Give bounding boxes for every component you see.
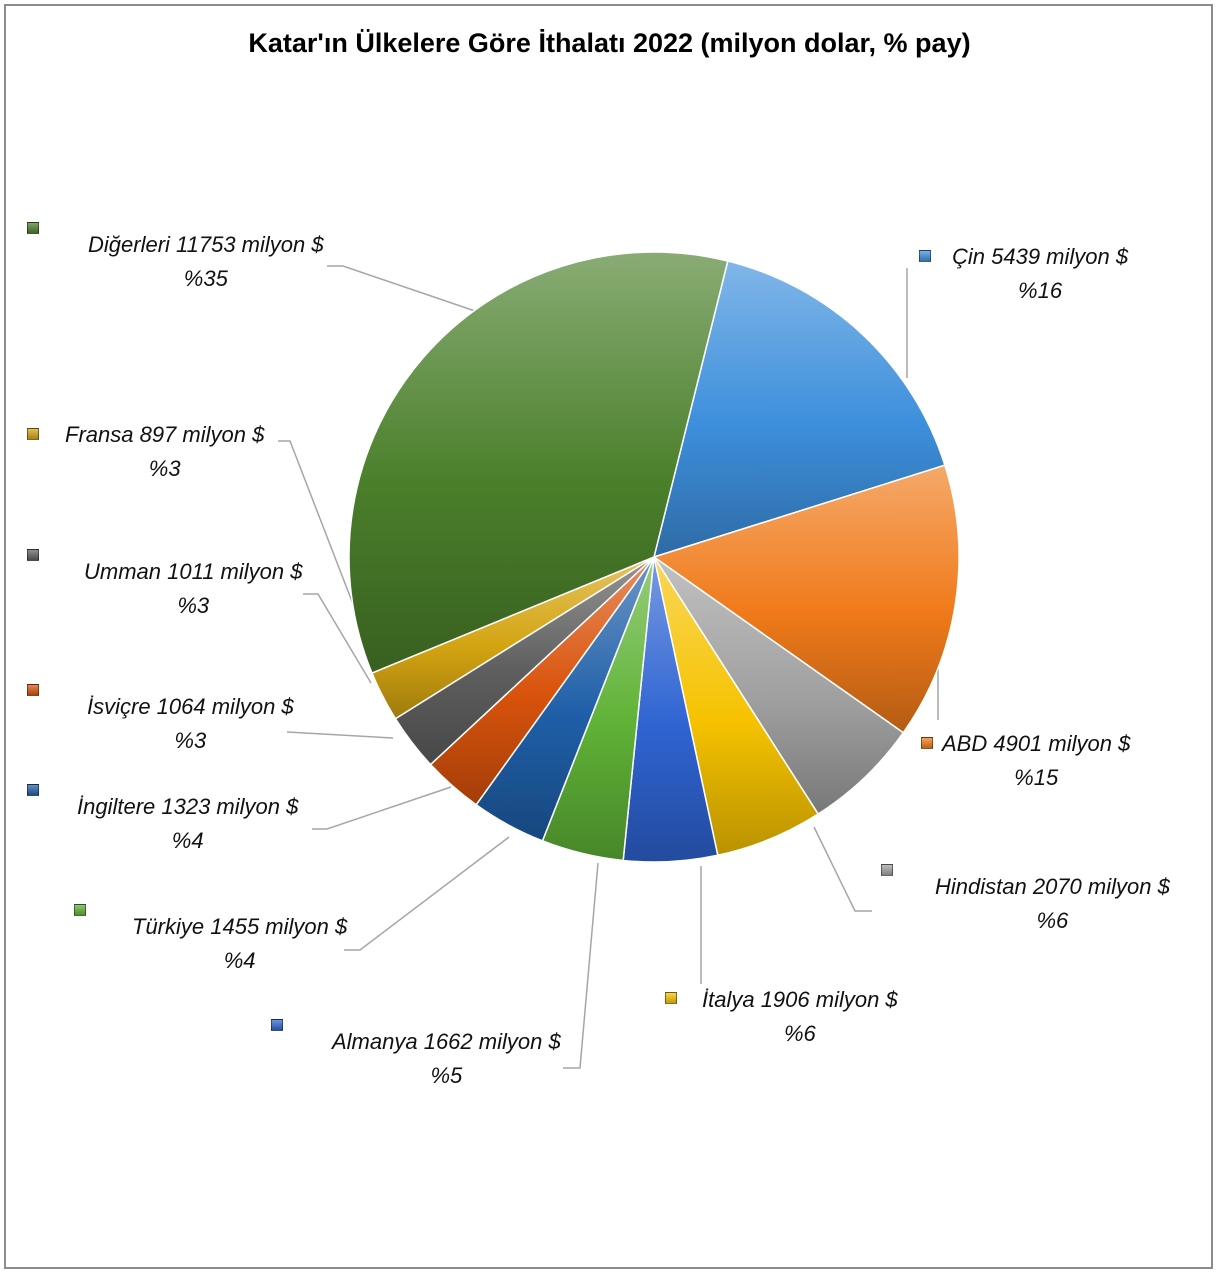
data-label-isvicre: İsviçre 1064 milyon $ %3 bbox=[87, 690, 294, 758]
legend-key-abd bbox=[921, 737, 933, 749]
leader-line-ingiltere bbox=[312, 786, 452, 830]
data-label-value: Umman 1011 milyon $ bbox=[84, 559, 303, 584]
data-label-value: Fransa 897 milyon $ bbox=[65, 422, 265, 447]
data-label-value: ABD 4901 milyon $ bbox=[942, 731, 1131, 756]
data-label-umman: Umman 1011 milyon $ %3 bbox=[84, 555, 302, 623]
data-label-percent: %3 bbox=[174, 728, 207, 753]
leader-line-isvicre bbox=[286, 731, 394, 739]
pie-slice-digerleri bbox=[348, 251, 729, 675]
legend-key-umman bbox=[27, 549, 39, 561]
data-label-value: Türkiye 1455 milyon $ bbox=[132, 914, 348, 939]
data-label-value: Hindistan 2070 milyon $ bbox=[935, 874, 1170, 899]
data-label-value: Diğerleri 11753 milyon $ bbox=[88, 232, 324, 257]
data-label-cin: Çin 5439 milyon $ %16 bbox=[952, 240, 1128, 308]
data-label-value: İtalya 1906 milyon $ bbox=[702, 987, 898, 1012]
data-label-digerleri: Diğerleri 11753 milyon $ %35 bbox=[88, 228, 324, 296]
leader-line-turkiye bbox=[344, 836, 510, 951]
data-label-percent: %35 bbox=[183, 266, 228, 291]
data-label-value: Almanya 1662 milyon $ bbox=[332, 1029, 561, 1054]
data-label-value: İngiltere 1323 milyon $ bbox=[77, 794, 299, 819]
data-label-percent: %4 bbox=[223, 948, 256, 973]
data-label-italya: İtalya 1906 milyon $ %6 bbox=[702, 983, 898, 1051]
leader-line-digerleri bbox=[327, 265, 476, 312]
legend-key-italya bbox=[665, 992, 677, 1004]
pie-slice-cin bbox=[652, 260, 946, 559]
data-label-abd: ABD 4901 milyon $ %15 bbox=[942, 727, 1130, 795]
pie-slice-hindistan bbox=[653, 556, 905, 816]
legend-key-cin bbox=[919, 250, 931, 262]
legend-key-hindistan bbox=[881, 864, 893, 876]
data-label-turkiye: Türkiye 1455 milyon $ %4 bbox=[132, 910, 347, 978]
legend-key-ingiltere bbox=[27, 784, 39, 796]
legend-key-turkiye bbox=[74, 904, 86, 916]
legend-key-digerleri bbox=[27, 222, 39, 234]
data-label-percent: %3 bbox=[148, 456, 181, 481]
data-label-almanya: Almanya 1662 milyon $ %5 bbox=[332, 1025, 561, 1093]
leader-line-fransa bbox=[278, 440, 359, 618]
data-label-value: Çin 5439 milyon $ bbox=[952, 244, 1129, 269]
data-label-percent: %6 bbox=[1036, 908, 1069, 933]
legend-key-almanya bbox=[271, 1019, 283, 1031]
data-label-hindistan: Hindistan 2070 milyon $ %6 bbox=[935, 870, 1170, 938]
data-label-value: İsviçre 1064 milyon $ bbox=[87, 694, 294, 719]
data-label-percent: %4 bbox=[171, 828, 204, 853]
data-label-percent: %6 bbox=[783, 1021, 816, 1046]
data-label-percent: %15 bbox=[1014, 765, 1059, 790]
data-label-percent: %3 bbox=[177, 593, 210, 618]
leader-line-hindistan bbox=[813, 826, 872, 912]
leader-line-almanya bbox=[563, 862, 599, 1069]
pie-slice-abd bbox=[652, 464, 960, 734]
chart-title: Katar'ın Ülkelere Göre İthalatı 2022 (mi… bbox=[248, 28, 971, 58]
legend-key-fransa bbox=[27, 428, 39, 440]
data-label-ingiltere: İngiltere 1323 milyon $ %4 bbox=[77, 790, 298, 858]
leader-line-umman bbox=[303, 593, 372, 684]
legend-key-isvicre bbox=[27, 684, 39, 696]
data-label-percent: %16 bbox=[1018, 278, 1063, 303]
data-label-fransa: Fransa 897 milyon $ %3 bbox=[65, 418, 264, 486]
data-label-percent: %5 bbox=[430, 1063, 463, 1088]
